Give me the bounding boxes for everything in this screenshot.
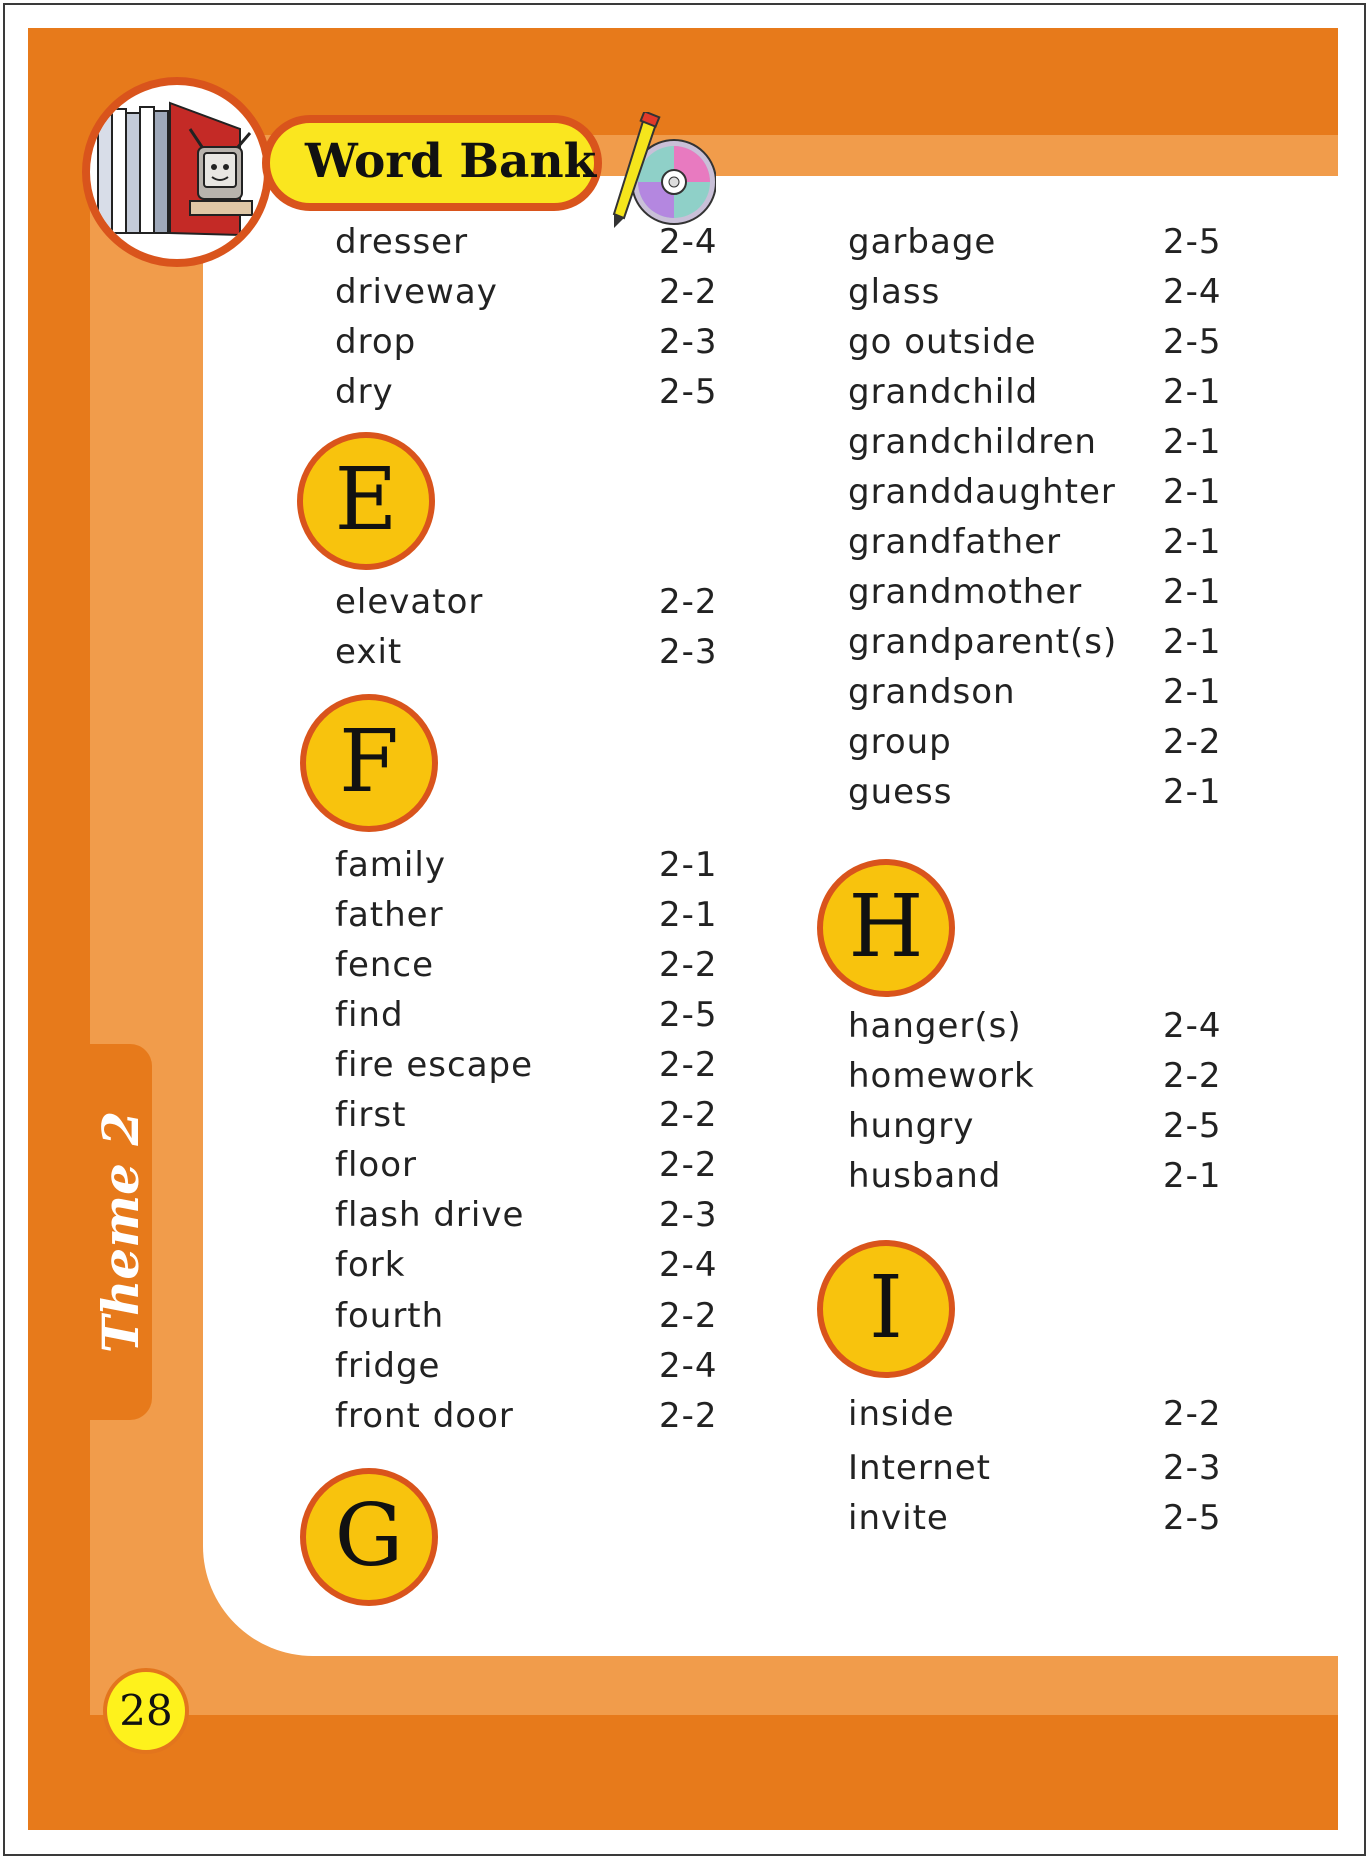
entry-ref: 2-2 [659, 1296, 718, 1336]
entry-ref: 2-4 [1163, 272, 1222, 312]
books-computer-icon [82, 77, 272, 267]
entry-word: floor [335, 1145, 417, 1185]
entry-ref: 2-5 [659, 372, 718, 412]
entry-word: hanger(s) [848, 1006, 1022, 1046]
entry-ref: 2-2 [659, 1045, 718, 1085]
page-number: 28 [103, 1668, 189, 1754]
entry-word: granddaughter [848, 472, 1116, 512]
entry-word: hungry [848, 1106, 975, 1146]
entry-ref: 2-2 [1163, 1056, 1222, 1096]
theme-side-tab [90, 1044, 152, 1420]
entry-ref: 2-5 [1163, 1106, 1222, 1146]
entry-ref: 2-5 [659, 995, 718, 1035]
entry-word: father [335, 895, 444, 935]
entry-ref: 2-2 [659, 1145, 718, 1185]
entry-word: fourth [335, 1296, 445, 1336]
entry-ref: 2-2 [659, 582, 718, 622]
entry-ref: 2-2 [659, 272, 718, 312]
entry-ref: 2-4 [659, 1346, 718, 1386]
entry-ref: 2-2 [659, 945, 718, 985]
page-title: Word Bank [305, 134, 597, 189]
page-border [3, 3, 1366, 1856]
entry-ref: 2-1 [659, 895, 718, 935]
entry-word: dresser [335, 222, 469, 262]
entry-word: family [335, 845, 446, 885]
entry-ref: 2-1 [1163, 522, 1222, 562]
entry-word: group [848, 722, 952, 762]
theme-label: Theme 2 [91, 1110, 150, 1354]
entry-word: first [335, 1095, 407, 1135]
entry-word: flash drive [335, 1195, 525, 1235]
entry-word: drop [335, 322, 417, 362]
entry-word: grandfather [848, 522, 1062, 562]
entry-ref: 2-1 [1163, 422, 1222, 462]
entry-ref: 2-5 [1163, 222, 1222, 262]
entry-ref: 2-1 [1163, 672, 1222, 712]
entry-word: grandchild [848, 372, 1039, 412]
letter-heading-h: H [817, 859, 955, 997]
entry-ref: 2-2 [1163, 1394, 1222, 1434]
entry-word: inside [848, 1394, 955, 1434]
entry-ref: 2-1 [1163, 472, 1222, 512]
header-banner [262, 115, 602, 211]
entry-word: front door [335, 1396, 514, 1436]
entry-word: guess [848, 772, 953, 812]
entry-word: grandson [848, 672, 1016, 712]
entry-word: glass [848, 272, 941, 312]
entry-ref: 2-2 [1163, 722, 1222, 762]
entry-word: driveway [335, 272, 498, 312]
entry-ref: 2-2 [659, 1095, 718, 1135]
letter-heading-e: E [297, 432, 435, 570]
entry-word: dry [335, 372, 394, 412]
entry-word: fridge [335, 1346, 441, 1386]
entry-word: elevator [335, 582, 484, 622]
entry-ref: 2-4 [1163, 1006, 1222, 1046]
entry-word: husband [848, 1156, 1002, 1196]
letter-heading-g: G [300, 1468, 438, 1606]
entry-word: grandparent(s) [848, 622, 1118, 662]
entry-word: grandmother [848, 572, 1083, 612]
entry-ref: 2-1 [1163, 772, 1222, 812]
entry-ref: 2-1 [1163, 372, 1222, 412]
entry-word: Internet [848, 1448, 992, 1488]
entry-ref: 2-5 [1163, 322, 1222, 362]
content-panel [203, 176, 1338, 1656]
entry-word: fire escape [335, 1045, 534, 1085]
entry-ref: 2-2 [659, 1396, 718, 1436]
entry-word: find [335, 995, 404, 1035]
pen-cd-icon [606, 110, 717, 230]
letter-heading-i: I [817, 1240, 955, 1378]
entry-word: homework [848, 1056, 1035, 1096]
entry-ref: 2-3 [659, 322, 718, 362]
right-margin-strip [1338, 28, 1350, 1830]
entry-ref: 2-4 [659, 222, 718, 262]
entry-ref: 2-5 [1163, 1498, 1222, 1538]
entry-word: exit [335, 632, 403, 672]
entry-word: invite [848, 1498, 949, 1538]
entry-ref: 2-1 [1163, 572, 1222, 612]
entry-ref: 2-3 [659, 1195, 718, 1235]
entry-ref: 2-1 [1163, 1156, 1222, 1196]
entry-word: grandchildren [848, 422, 1097, 462]
entry-word: fence [335, 945, 435, 985]
entry-ref: 2-1 [659, 845, 718, 885]
letter-heading-f: F [300, 694, 438, 832]
entry-word: fork [335, 1245, 406, 1285]
entry-ref: 2-1 [1163, 622, 1222, 662]
entry-ref: 2-3 [1163, 1448, 1222, 1488]
entry-ref: 2-3 [659, 632, 718, 672]
entry-ref: 2-4 [659, 1245, 718, 1285]
entry-word: go outside [848, 322, 1037, 362]
entry-word: garbage [848, 222, 997, 262]
